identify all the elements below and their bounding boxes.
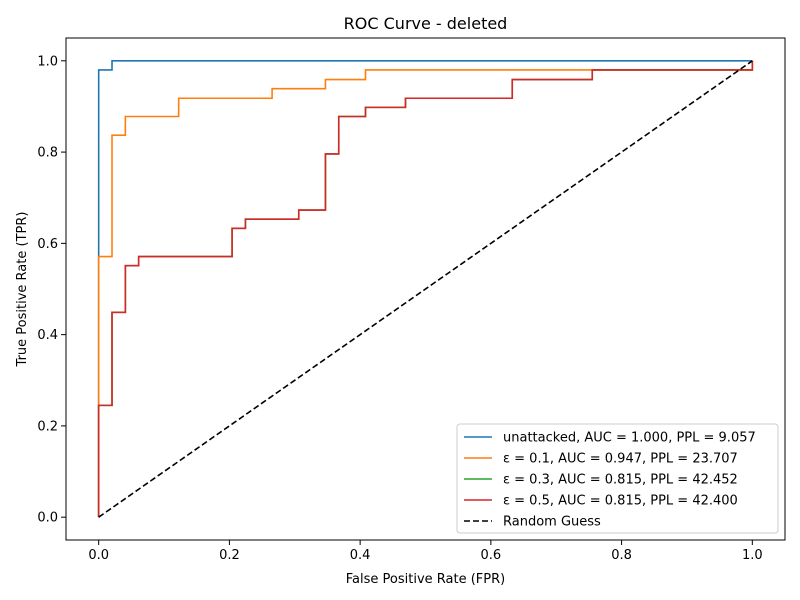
- x-tick-label: 0.6: [481, 548, 502, 563]
- y-tick-label: 0.0: [37, 511, 58, 526]
- series-line-1: [97, 60, 754, 518]
- x-tick-label: 0.4: [350, 548, 371, 563]
- legend: unattacked, AUC = 1.000, PPL = 9.057 ε = …: [456, 423, 779, 534]
- y-axis-label: True Positive Rate (TPR): [15, 212, 30, 368]
- x-tick-label: 1.0: [742, 548, 763, 563]
- legend-entry-3: ε = 0.5, AUC = 0.815, PPL = 42.400: [503, 494, 738, 509]
- legend-entry-4: Random Guess: [503, 515, 601, 530]
- legend-entry-1: ε = 0.1, AUC = 0.947, PPL = 23.707: [503, 452, 738, 467]
- x-axis: 0.0 0.2 0.4 0.6 0.8 1.0: [88, 540, 763, 563]
- y-tick-label: 0.2: [37, 419, 58, 434]
- y-axis: 0.0 0.2 0.4 0.6 0.8 1.0: [37, 54, 66, 526]
- series-layer: [97, 60, 754, 518]
- series-line-3: [97, 60, 754, 518]
- x-tick-label: 0.8: [611, 548, 632, 563]
- y-tick-label: 0.4: [37, 328, 58, 343]
- plot-area: 0.0 0.2 0.4 0.6 0.8 1.0 0.0 0.2 0.4 0.6 0.8 1.0: [37, 37, 786, 563]
- legend-box: [456, 423, 779, 534]
- series-line-4: [98, 60, 753, 518]
- legend-entry-0: unattacked, AUC = 1.000, PPL = 9.057: [503, 431, 756, 446]
- y-tick-label: 1.0: [37, 54, 58, 69]
- x-axis-label: False Positive Rate (FPR): [346, 572, 505, 587]
- y-tick-label: 0.6: [37, 237, 58, 252]
- chart-title: ROC Curve - deleted: [344, 14, 508, 33]
- x-tick-label: 0.0: [88, 548, 109, 563]
- plot-frame: [65, 37, 786, 541]
- y-tick-label: 0.8: [37, 146, 58, 161]
- legend-entry-2: ε = 0.3, AUC = 0.815, PPL = 42.452: [503, 473, 738, 488]
- x-tick-label: 0.2: [219, 548, 240, 563]
